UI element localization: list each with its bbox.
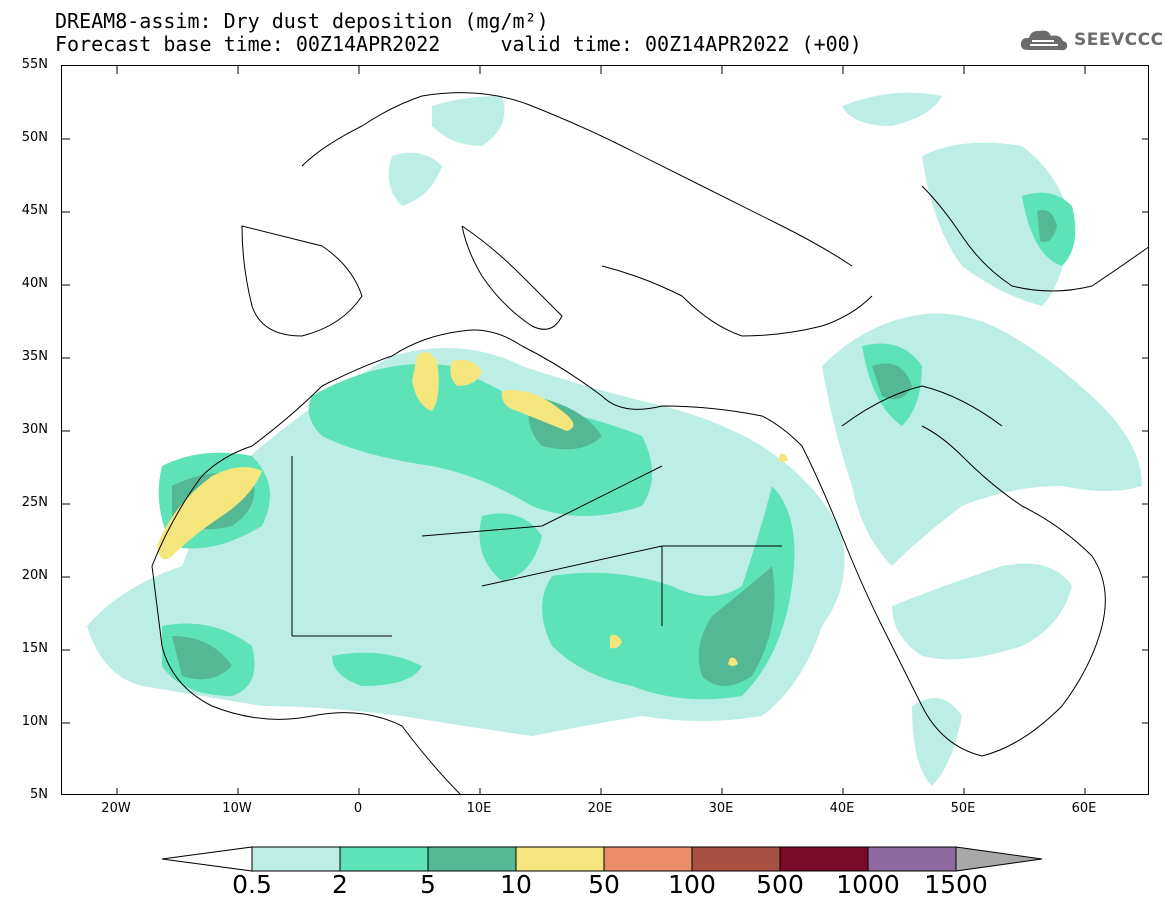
- colorbar-segment: [339, 846, 429, 872]
- lat-tick-label: 30N: [21, 422, 48, 437]
- lat-tick-label: 15N: [21, 641, 48, 656]
- colorbar-segment: [691, 846, 781, 872]
- lat-tick-label: 20N: [21, 568, 48, 583]
- lat-tick-label: 5N: [30, 787, 48, 802]
- colorbar-label: 500: [756, 870, 804, 899]
- lat-tick-label: 45N: [21, 203, 48, 218]
- lon-tick-label: 50E: [950, 801, 976, 816]
- lat-tick-label: 10N: [21, 714, 48, 729]
- lat-tick-label: 25N: [21, 495, 48, 510]
- lon-tick-label: 20E: [587, 801, 613, 816]
- colorbar-label: 1500: [924, 870, 988, 899]
- dust-map: [62, 66, 1148, 794]
- colorbar: [161, 846, 1043, 872]
- chart-subtitle: Forecast base time: 00Z14APR2022 valid t…: [55, 32, 862, 56]
- lat-tick-label: 50N: [21, 130, 48, 145]
- lon-tick-label: 60E: [1071, 801, 1097, 816]
- lon-tick-label: 40E: [829, 801, 855, 816]
- lon-tick-label: 0: [353, 801, 363, 816]
- colorbar-label: 5: [420, 870, 436, 899]
- colorbar-label: 0.5: [232, 870, 272, 899]
- colorbar-segment: [427, 846, 517, 872]
- chart-title: DREAM8-assim: Dry dust deposition (mg/m²…: [55, 9, 549, 33]
- lat-tick-label: 40N: [21, 276, 48, 291]
- lon-tick-label: 30E: [708, 801, 734, 816]
- map-panel: [61, 65, 1149, 795]
- lon-tick-label: 20W: [101, 801, 131, 816]
- colorbar-segment: [251, 846, 341, 872]
- colorbar-label: 1000: [836, 870, 900, 899]
- colorbar-label: 2: [332, 870, 348, 899]
- colorbar-segment: [603, 846, 693, 872]
- colorbar-segment: [867, 846, 957, 872]
- colorbar-label: 50: [588, 870, 620, 899]
- lon-tick-label: 10E: [466, 801, 492, 816]
- colorbar-label: 100: [668, 870, 716, 899]
- contour-10: [157, 352, 788, 666]
- frame-ticks: [62, 66, 1148, 794]
- logo-text: SEEVCCC: [1074, 30, 1164, 50]
- colorbar-segment: [779, 846, 869, 872]
- lon-tick-label: 10W: [222, 801, 252, 816]
- colorbar-low-arrow: [161, 846, 253, 872]
- seevccc-logo: SEEVCCC: [1018, 26, 1164, 54]
- colorbar-high-arrow: [955, 846, 1043, 872]
- colorbar-label: 10: [500, 870, 532, 899]
- lat-tick-label: 55N: [21, 57, 48, 72]
- cloud-icon: [1020, 30, 1068, 51]
- coastlines: [151, 92, 1148, 794]
- lat-tick-label: 35N: [21, 349, 48, 364]
- colorbar-segment: [515, 846, 605, 872]
